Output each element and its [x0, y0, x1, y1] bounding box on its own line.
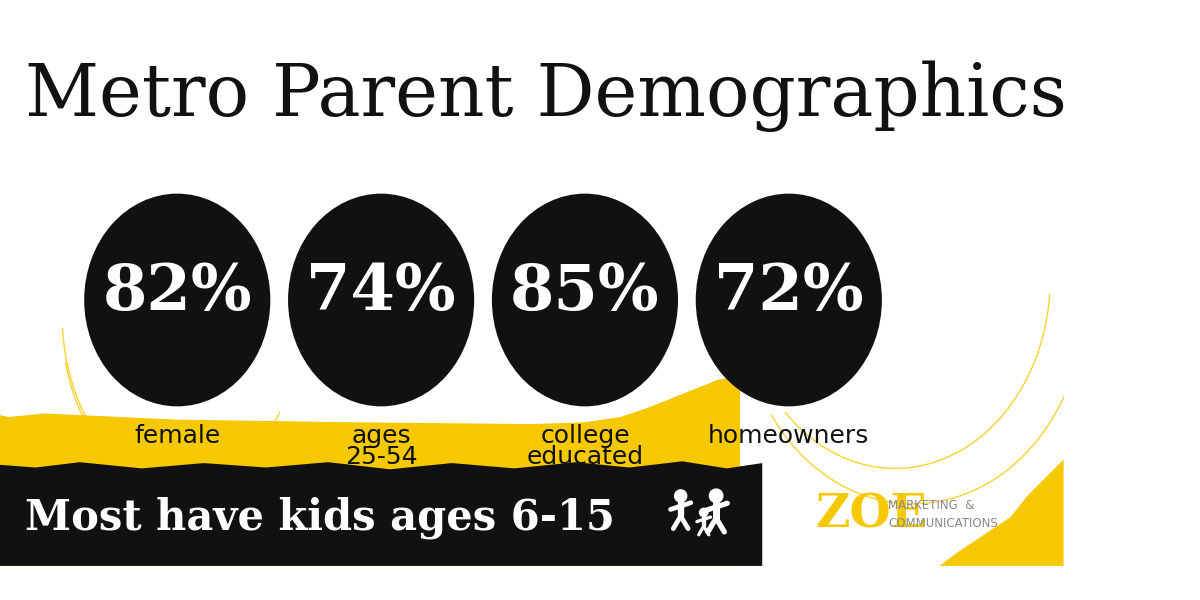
Text: Most have kids ages 6-15: Most have kids ages 6-15: [25, 497, 614, 539]
Text: female: female: [134, 424, 221, 448]
Circle shape: [709, 489, 722, 502]
Ellipse shape: [84, 194, 270, 406]
Polygon shape: [0, 378, 740, 566]
Ellipse shape: [288, 194, 474, 406]
Text: ages: ages: [352, 424, 410, 448]
Text: 85%: 85%: [510, 262, 660, 323]
Polygon shape: [940, 460, 1063, 566]
Text: 72%: 72%: [714, 262, 864, 323]
Text: 82%: 82%: [102, 262, 252, 323]
Text: MARKETING  &: MARKETING &: [888, 499, 974, 512]
Text: homeowners: homeowners: [708, 424, 870, 448]
Text: 25-54: 25-54: [344, 445, 418, 469]
Text: educated: educated: [527, 445, 643, 469]
Text: Metro Parent Demographics: Metro Parent Demographics: [25, 60, 1067, 131]
Circle shape: [700, 508, 708, 517]
Text: ZOE: ZOE: [815, 491, 928, 538]
Ellipse shape: [492, 194, 678, 406]
Text: COMMUNICATIONS: COMMUNICATIONS: [888, 517, 998, 530]
Text: college: college: [540, 424, 630, 448]
Ellipse shape: [696, 194, 882, 406]
Text: 74%: 74%: [306, 262, 456, 323]
Polygon shape: [0, 461, 762, 566]
Circle shape: [674, 490, 686, 502]
